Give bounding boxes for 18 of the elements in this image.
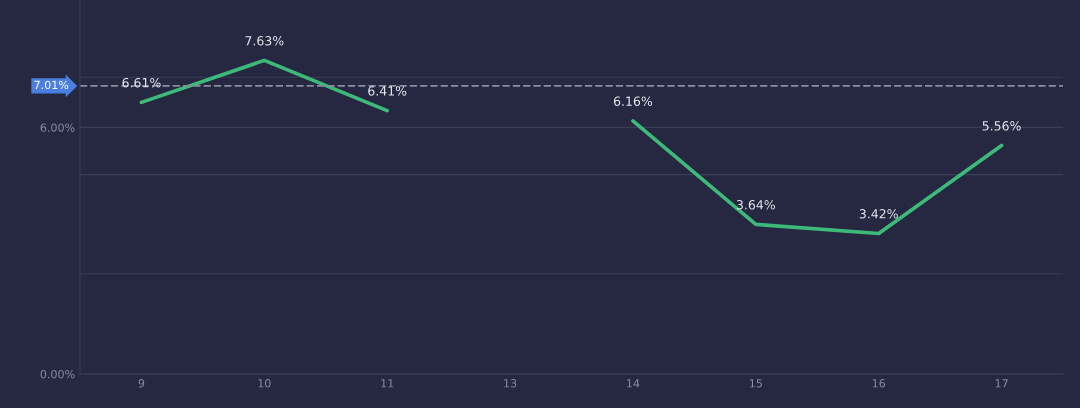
data-label: 3.64%	[736, 200, 775, 210]
ref-line-label: 7.01%	[34, 80, 69, 90]
data-label: 3.42%	[859, 209, 898, 219]
y-tick-label: 0.00%	[40, 369, 75, 379]
x-tick-label: 14	[627, 379, 640, 388]
data-label: 6.61%	[122, 77, 161, 88]
x-tick-label: 11	[381, 379, 394, 388]
data-label: 7.63%	[245, 36, 284, 46]
data-label: 6.16%	[613, 96, 653, 106]
data-label: 6.41%	[368, 86, 407, 96]
x-tick-label: 9	[138, 379, 145, 388]
x-tick-label: 17	[995, 379, 1008, 388]
y-tick-label: 6.00%	[40, 123, 75, 132]
x-tick-label: 15	[749, 379, 762, 388]
x-tick-label: 13	[504, 379, 517, 388]
data-label: 5.56%	[982, 121, 1021, 131]
x-tick-label: 10	[258, 379, 271, 388]
x-tick-label: 16	[872, 379, 886, 388]
